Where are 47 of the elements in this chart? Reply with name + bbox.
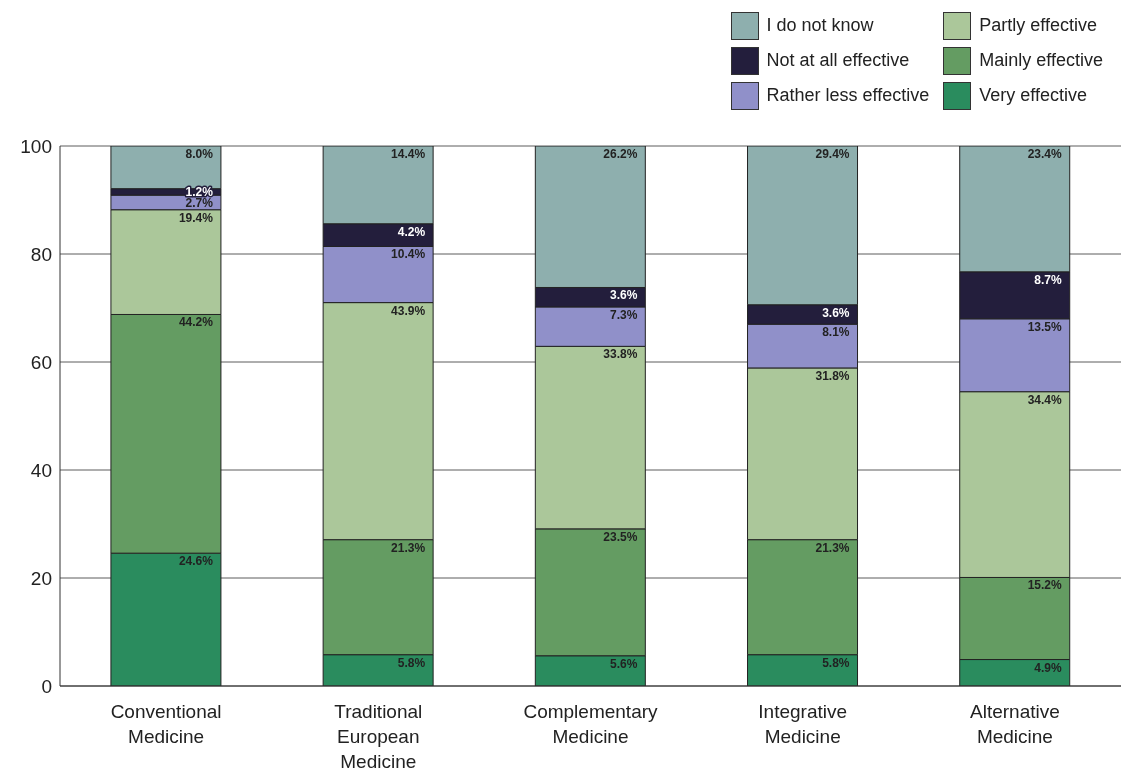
y-tick-label: 60 bbox=[30, 351, 52, 373]
data-label: 8.0% bbox=[185, 147, 214, 161]
data-label: 23.5% bbox=[603, 529, 638, 544]
x-tick-label: Traditional European Medicine bbox=[334, 701, 423, 772]
data-label: 3.6% bbox=[609, 288, 638, 303]
data-label: 19.4% bbox=[178, 210, 214, 225]
x-tick-label: Conventional Medicine bbox=[110, 701, 222, 747]
y-tick-label: 80 bbox=[30, 243, 52, 265]
legend-label: I do not know bbox=[766, 15, 874, 36]
data-label: 7.3% bbox=[609, 307, 638, 322]
legend-label: Very effective bbox=[979, 85, 1087, 106]
data-label: 13.5% bbox=[1027, 319, 1063, 334]
data-label: 8.1% bbox=[822, 325, 850, 340]
legend-label: Partly effective bbox=[979, 15, 1097, 36]
data-label: 10.4% bbox=[391, 247, 426, 262]
x-tick-label: Integrative Medicine bbox=[758, 701, 848, 747]
data-label: 34.4% bbox=[1027, 392, 1063, 407]
data-label: 21.3% bbox=[815, 540, 850, 555]
data-label: 21.3% bbox=[391, 540, 426, 555]
y-tick-label: 0 bbox=[41, 675, 52, 697]
data-label: 29.4% bbox=[815, 147, 850, 161]
x-tick-label: Complementary Medicine bbox=[523, 701, 659, 747]
data-label: 3.6% bbox=[822, 305, 850, 320]
y-tick-label: 100 bbox=[20, 135, 52, 157]
data-label: 4.2% bbox=[397, 224, 426, 239]
data-label: 8.7% bbox=[1034, 272, 1063, 287]
y-tick-label: 20 bbox=[30, 567, 52, 589]
legend-label: Not at all effective bbox=[766, 50, 910, 71]
legend-label: Rather less effective bbox=[766, 85, 930, 106]
data-label: 15.2% bbox=[1027, 578, 1063, 593]
y-tick-label: 40 bbox=[30, 459, 52, 481]
data-label: 31.8% bbox=[815, 368, 850, 383]
data-label: 44.2% bbox=[178, 315, 214, 330]
data-label: 1.2% bbox=[185, 184, 214, 199]
data-label: 26.2% bbox=[603, 147, 638, 161]
data-label: 5.6% bbox=[609, 656, 638, 671]
data-label: 5.8% bbox=[822, 655, 850, 670]
data-label: 23.4% bbox=[1027, 147, 1063, 161]
data-label: 2.7% bbox=[185, 196, 214, 211]
data-label: 4.9% bbox=[1034, 660, 1063, 675]
data-label: 33.8% bbox=[603, 347, 638, 362]
data-label: 5.8% bbox=[397, 655, 426, 670]
data-label: 24.6% bbox=[178, 554, 214, 569]
legend-label: Mainly effective bbox=[979, 50, 1103, 71]
data-label: 14.4% bbox=[391, 147, 426, 161]
x-tick-label: Alternative Medicine bbox=[970, 701, 1060, 747]
data-label: 43.9% bbox=[391, 303, 426, 318]
